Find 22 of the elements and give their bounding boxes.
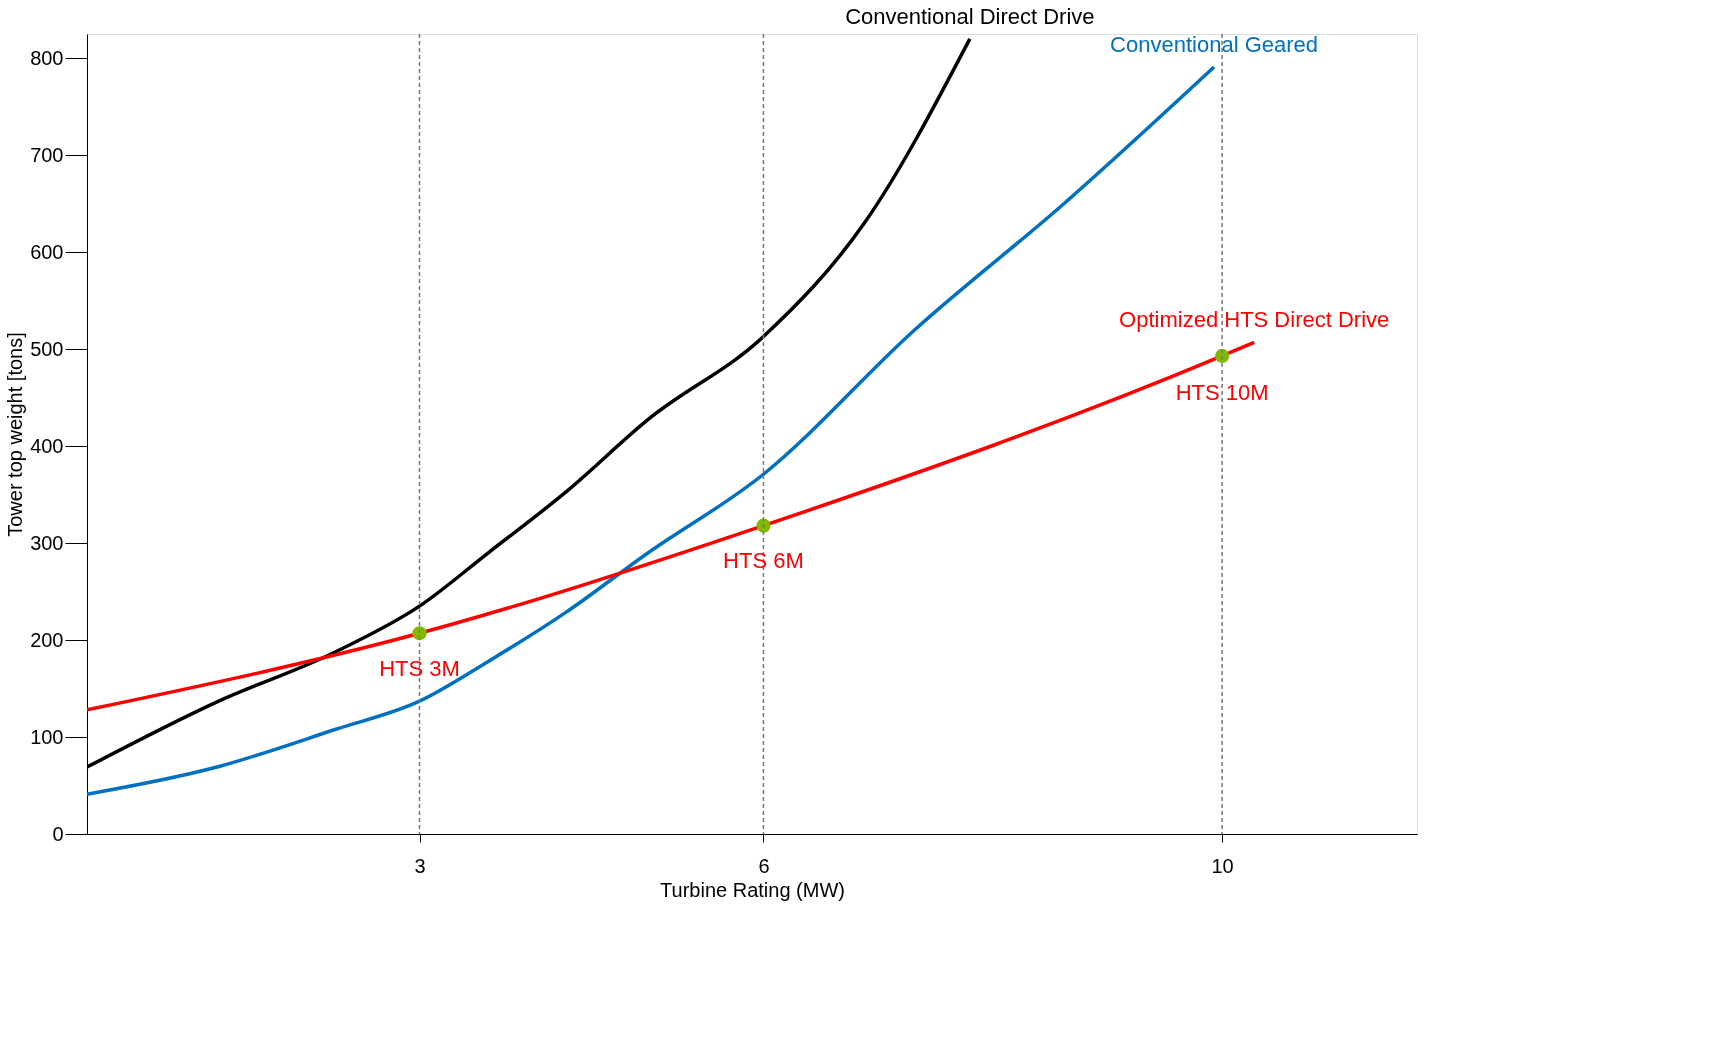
y-tick-label: 100	[30, 725, 64, 748]
y-tick-label: 300	[30, 531, 64, 554]
annotation: HTS 10M	[1175, 379, 1269, 405]
y-tick-label: 700	[30, 143, 64, 166]
series-label: Conventional Direct Drive	[845, 3, 1095, 29]
y-tick-label: 600	[30, 240, 64, 263]
annotation: HTS 3M	[379, 656, 460, 682]
x-tick-label: 3	[414, 854, 426, 877]
y-tick-label: 500	[30, 337, 64, 360]
point	[756, 518, 771, 533]
x-axis-title: Turbine Rating (MW)	[660, 878, 845, 901]
y-tick-label: 200	[30, 628, 64, 651]
y-tick-label: 0	[52, 822, 64, 845]
x-tick-label: 6	[758, 854, 770, 877]
y-axis-title: Tower top weight [tons]	[4, 332, 27, 537]
series-label: Conventional Geared	[1110, 31, 1319, 57]
x-tick-label: 10	[1211, 854, 1234, 877]
series-label: Optimized HTS Direct Drive	[1119, 307, 1390, 333]
point	[412, 626, 427, 641]
y-tick-label: 800	[30, 46, 64, 69]
y-tick-label: 400	[30, 434, 64, 457]
annotation: HTS 6M	[723, 547, 804, 573]
